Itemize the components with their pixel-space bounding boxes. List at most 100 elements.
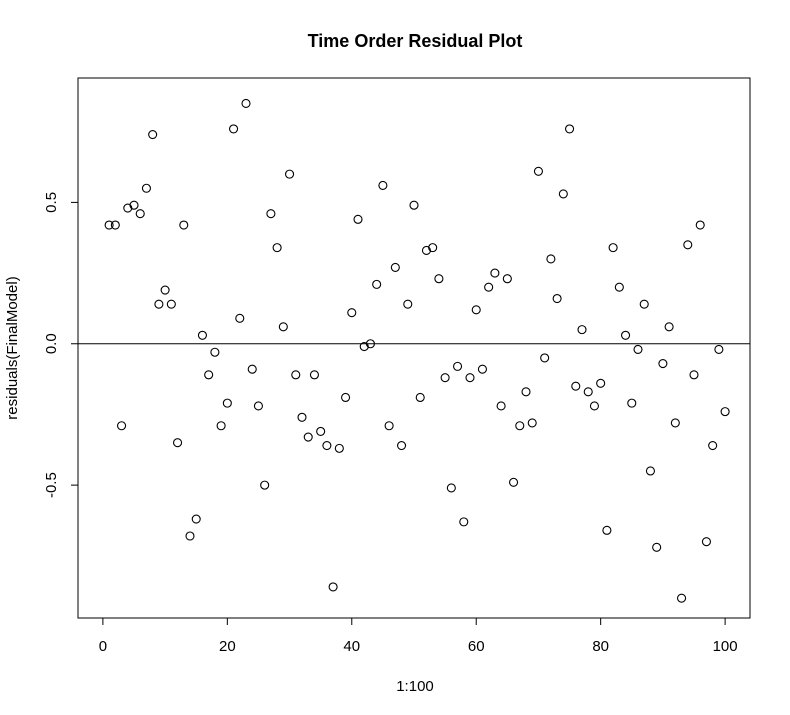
data-point: [434, 274, 444, 284]
data-point: [509, 477, 519, 487]
data-point: [291, 370, 301, 380]
data-point: [533, 166, 543, 176]
data-point: [316, 426, 326, 436]
data-point: [347, 308, 357, 318]
data-point: [521, 387, 531, 397]
data-point: [160, 285, 170, 295]
data-point: [670, 418, 680, 428]
data-point: [322, 440, 332, 451]
data-point: [608, 243, 618, 253]
data-point: [664, 322, 674, 332]
data-point: [309, 370, 319, 380]
data-point: [247, 364, 257, 374]
data-point: [359, 342, 369, 352]
data-point: [266, 209, 276, 219]
data-point: [714, 344, 724, 354]
data-point: [334, 443, 344, 453]
data-point: [589, 401, 599, 411]
data-point: [446, 483, 456, 493]
data-point: [204, 370, 214, 380]
data-point: [197, 330, 207, 340]
data-point: [477, 364, 487, 374]
data-point: [409, 200, 419, 210]
data-point: [173, 438, 183, 448]
data-point: [272, 243, 282, 253]
data-point: [148, 129, 158, 140]
data-point: [104, 220, 114, 230]
data-point: [490, 268, 500, 278]
y-axis-label: residuals(FinalModel): [4, 276, 21, 419]
data-point: [378, 180, 388, 190]
data-point: [390, 262, 400, 272]
data-point: [502, 274, 512, 284]
data-point: [633, 344, 643, 354]
data-point: [471, 305, 481, 315]
data-point: [123, 203, 133, 213]
data-point: [695, 220, 705, 230]
data-point: [546, 254, 556, 264]
plot-frame: [77, 77, 751, 619]
data-point: [384, 421, 394, 431]
data-point: [241, 98, 251, 108]
data-point: [341, 392, 351, 403]
data-point: [421, 245, 431, 256]
data-point: [216, 421, 226, 431]
data-point: [708, 440, 718, 451]
data-point: [260, 480, 270, 490]
data-point: [571, 381, 581, 391]
data-point: [596, 378, 606, 388]
data-point: [110, 220, 120, 230]
data-point: [652, 542, 662, 552]
data-point: [459, 517, 469, 527]
data-point: [583, 387, 593, 397]
y-tick-label: 0.0: [43, 333, 60, 354]
data-point: [465, 373, 475, 383]
data-point: [166, 299, 176, 309]
data-point: [577, 325, 587, 335]
x-axis-label: 1:100: [396, 678, 434, 695]
x-axis: 0 20 40 60 80 100: [99, 617, 738, 655]
data-point: [365, 339, 375, 349]
data-point: [621, 330, 631, 340]
data-point: [285, 169, 295, 179]
data-point: [453, 361, 463, 371]
data-point: [565, 124, 575, 134]
data-point: [614, 282, 624, 292]
x-tick-label: 40: [343, 638, 360, 655]
data-point: [484, 282, 494, 292]
data-point: [129, 200, 139, 210]
data-point: [229, 124, 239, 134]
data-point: [627, 398, 637, 408]
data-point: [372, 279, 382, 289]
data-point: [558, 189, 568, 199]
data-point: [720, 407, 730, 417]
data-point: [154, 299, 164, 309]
data-point: [602, 525, 612, 535]
data-points: [104, 98, 730, 603]
data-point: [527, 418, 537, 428]
data-point: [297, 412, 307, 422]
x-tick-label: 100: [713, 638, 738, 655]
data-point: [689, 370, 699, 380]
chart-title: Time Order Residual Plot: [308, 31, 523, 51]
data-point: [253, 401, 263, 411]
x-tick-label: 60: [468, 638, 485, 655]
data-point: [701, 537, 711, 547]
data-point: [210, 347, 220, 357]
data-point: [303, 432, 313, 442]
x-tick-label: 20: [219, 638, 236, 655]
data-point: [185, 531, 195, 541]
data-point: [235, 313, 245, 323]
data-point: [677, 593, 687, 603]
data-point: [328, 582, 338, 592]
data-point: [415, 392, 425, 403]
data-point: [191, 514, 201, 524]
data-point: [353, 214, 363, 224]
data-point: [540, 353, 550, 363]
data-point: [428, 243, 438, 253]
data-point: [645, 466, 655, 476]
data-point: [515, 421, 525, 431]
data-point: [278, 322, 288, 332]
data-point: [552, 293, 562, 304]
